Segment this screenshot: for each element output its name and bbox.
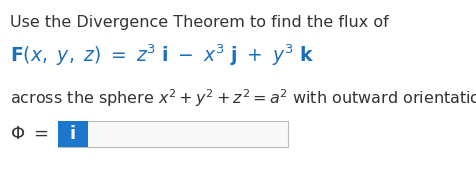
FancyBboxPatch shape: [58, 121, 88, 147]
Text: across the sphere $x^2 + y^2 + z^2 = a^2$ with outward orientation.: across the sphere $x^2 + y^2 + z^2 = a^2…: [10, 87, 476, 109]
Text: $\mathbf{F}(x,\ y,\ z)\ =\ z^3\ \mathbf{i}\ -\ x^3\ \mathbf{j}\ +\ y^3\ \mathbf{: $\mathbf{F}(x,\ y,\ z)\ =\ z^3\ \mathbf{…: [10, 42, 314, 67]
Text: Use the Divergence Theorem to find the flux of: Use the Divergence Theorem to find the f…: [10, 15, 389, 30]
Text: i: i: [70, 125, 76, 143]
FancyBboxPatch shape: [58, 121, 288, 147]
Text: $\Phi\ =$: $\Phi\ =$: [10, 125, 49, 143]
